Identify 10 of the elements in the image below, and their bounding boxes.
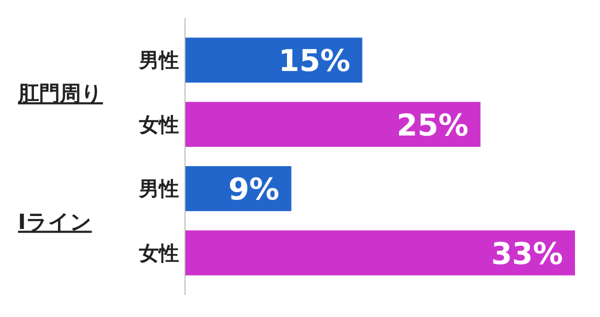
y-tick-label: 肛門周り (17, 81, 103, 106)
text: 女性 (139, 240, 179, 265)
y-tick-label: Iライン (18, 210, 92, 234)
series-label: 女性 (138, 112, 179, 136)
text: 男性 (139, 176, 179, 201)
data-label: 15% (278, 44, 350, 80)
data-label: 33% (491, 236, 563, 272)
series-label: 男性 (138, 48, 179, 72)
data-label: 25% (396, 108, 468, 144)
data-label: 9% (228, 172, 280, 208)
